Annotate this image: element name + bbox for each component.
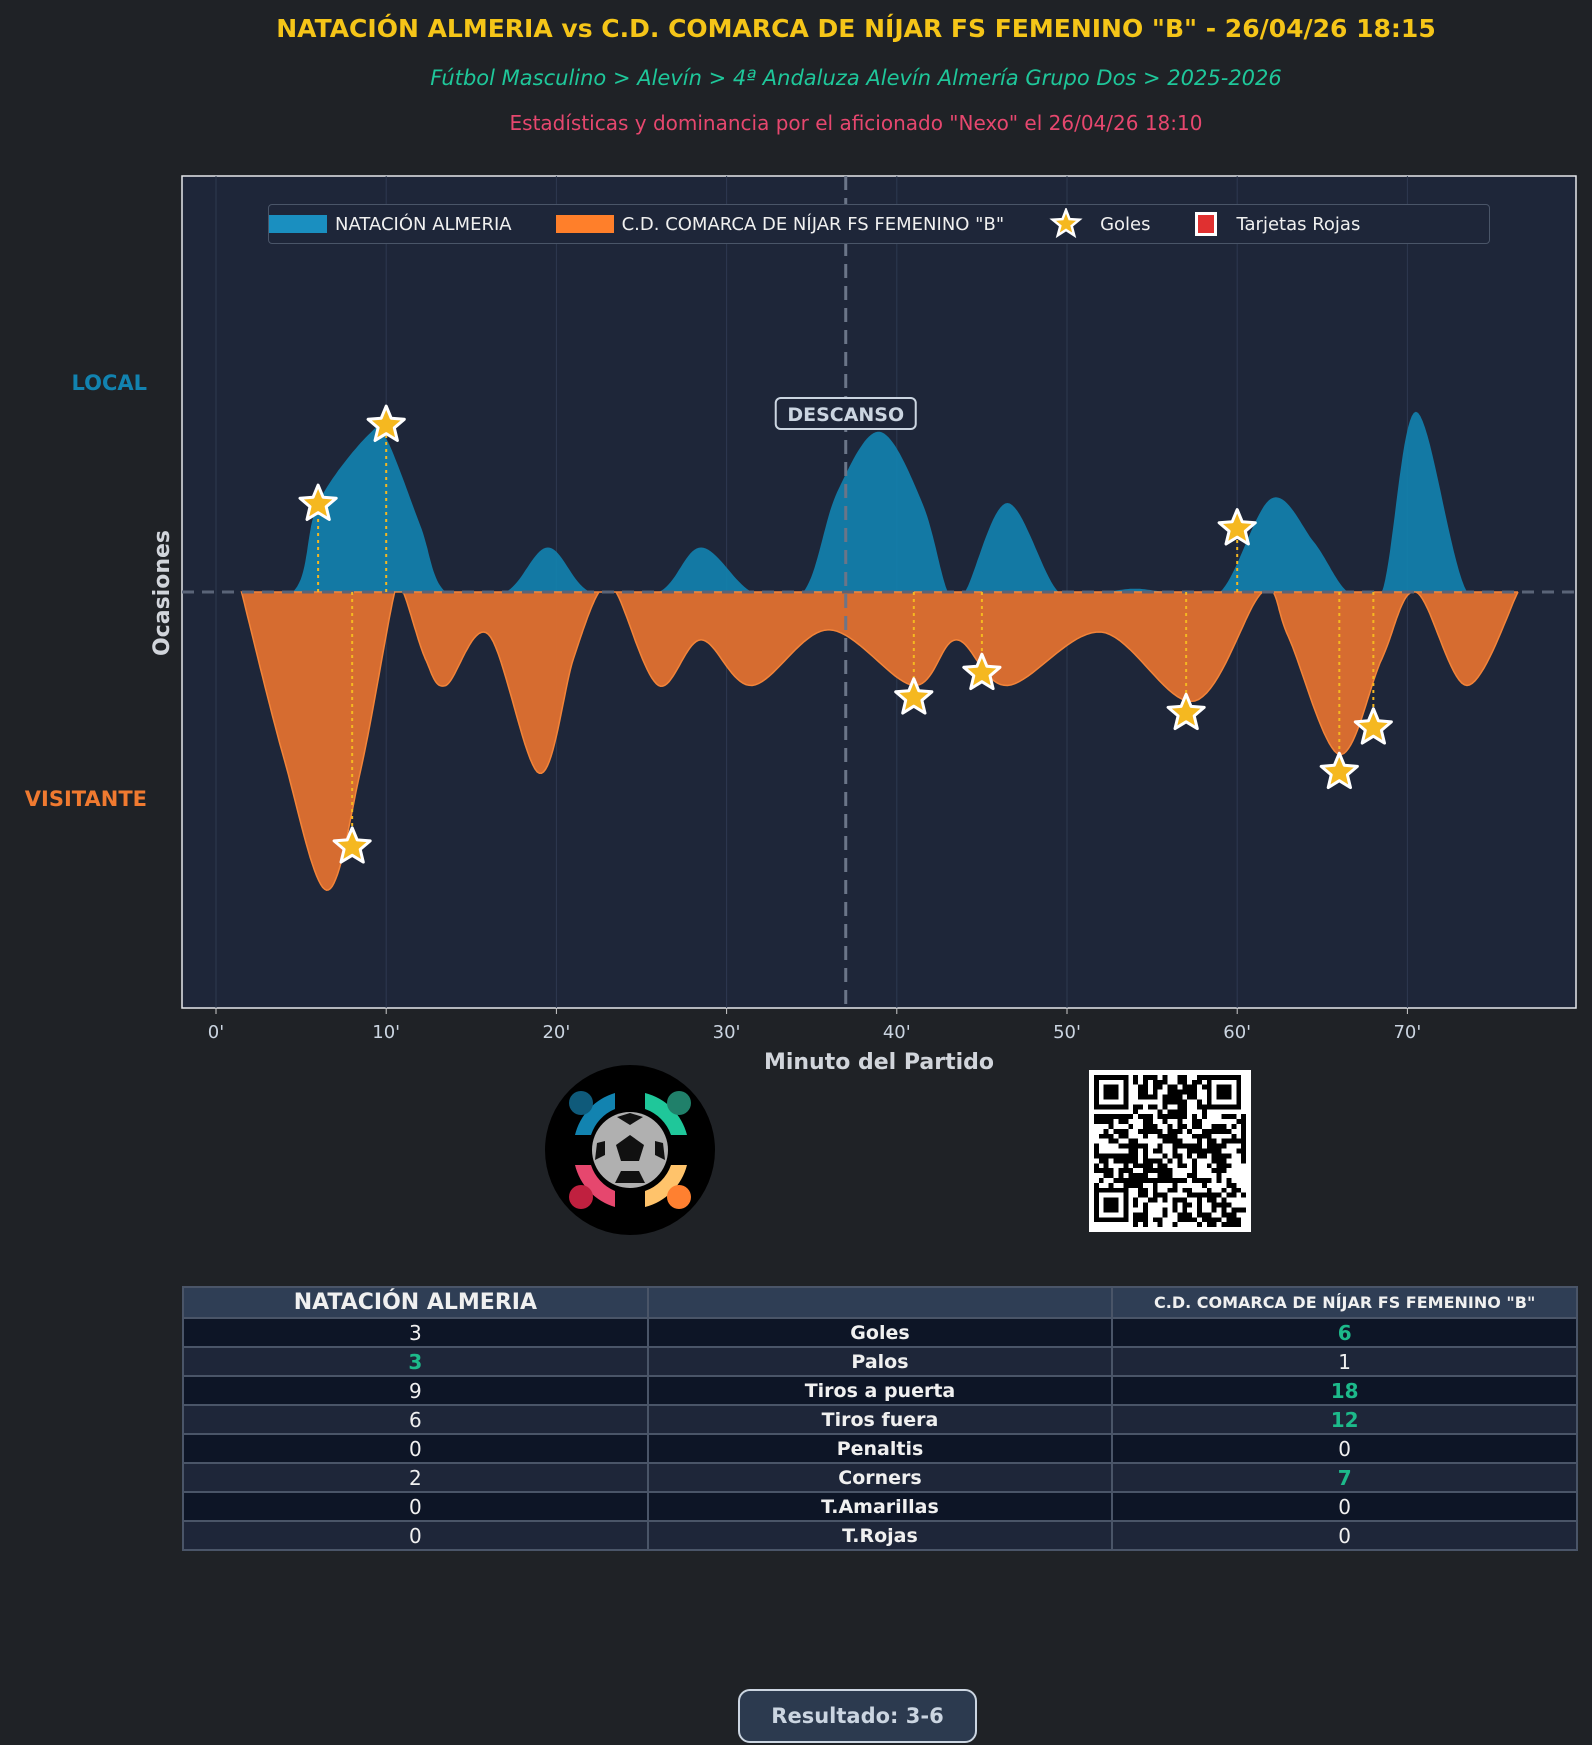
stat-header — [646, 1286, 1114, 1319]
stat-row: 6 Tiros fuera 12 — [182, 1404, 1578, 1435]
x-axis-label: Minuto del Partido — [764, 1050, 994, 1075]
away-value: 0 — [1111, 1433, 1578, 1464]
away-team-header: C.D. COMARCA DE NÍJAR FS FEMENINO "B" — [1111, 1286, 1578, 1319]
away-area — [240, 591, 1519, 891]
stat-row: 0 T.Rojas 0 — [182, 1520, 1578, 1551]
stat-row: 0 Penaltis 0 — [182, 1433, 1578, 1464]
home-value: 0 — [182, 1520, 649, 1551]
stat-label: T.Rojas — [646, 1520, 1114, 1551]
local-label: LOCAL — [71, 371, 147, 395]
goal-star-icon — [1353, 707, 1393, 745]
legend-red-cards: Tarjetas Rojas — [1194, 212, 1361, 236]
legend-home: NATACIÓN ALMERIA — [269, 214, 512, 235]
away-value: 1 — [1111, 1346, 1578, 1377]
match-title: NATACIÓN ALMERIA vs C.D. COMARCA DE NÍJA… — [276, 14, 1436, 43]
away-value: 0 — [1111, 1491, 1578, 1522]
legend-goals: Goles — [1048, 208, 1151, 240]
stat-label: Tiros a puerta — [646, 1375, 1114, 1406]
star-icon — [1049, 208, 1083, 239]
x-tick-label: 0' — [208, 1022, 224, 1043]
qr-code[interactable] — [1089, 1070, 1251, 1232]
legend-away-label: C.D. COMARCA DE NÍJAR FS FEMENINO "B" — [621, 213, 1005, 235]
home-value: 3 — [182, 1317, 649, 1348]
stat-row: 3 Goles 6 — [182, 1317, 1578, 1348]
home-value: 9 — [182, 1375, 649, 1406]
away-label: VISITANTE — [25, 787, 147, 811]
home-value: 0 — [182, 1491, 649, 1522]
goal-star-icon — [894, 677, 934, 715]
qr-modules — [1093, 1074, 1247, 1228]
goal-star-icon — [1319, 751, 1359, 790]
x-tick-label: 10' — [372, 1022, 400, 1043]
x-tick-label: 30' — [713, 1022, 741, 1043]
dominance-chart: DESCANSO 0' 10' 20' 30' 40' 50' 60' 70' LOCAL V… — [25, 175, 1577, 1075]
goal-star-icon — [298, 483, 338, 521]
home-swatch — [269, 215, 327, 233]
halftime-label: DESCANSO — [787, 404, 904, 426]
away-value: 0 — [1111, 1520, 1578, 1551]
stat-row: 9 Tiros a puerta 18 — [182, 1375, 1578, 1406]
away-swatch — [555, 215, 614, 233]
away-value: 18 — [1111, 1375, 1578, 1406]
legend-goals-label: Goles — [1100, 213, 1151, 235]
goal-star-icon — [1217, 508, 1257, 546]
home-team-header: NATACIÓN ALMERIA — [182, 1286, 649, 1319]
goal-star-icon — [332, 826, 372, 864]
home-area — [216, 411, 1519, 592]
result-badge: Resultado: 3-6 — [738, 1689, 977, 1743]
stat-label: Goles — [646, 1317, 1114, 1348]
halftime-box — [774, 397, 917, 430]
stat-label: Tiros fuera — [646, 1404, 1114, 1435]
legend-red-cards-label: Tarjetas Rojas — [1236, 213, 1361, 235]
red-card-icon — [1194, 212, 1217, 236]
legend-home-label: NATACIÓN ALMERIA — [335, 213, 512, 235]
home-value: 0 — [182, 1433, 649, 1464]
away-value: 7 — [1111, 1462, 1578, 1493]
stat-row: 0 T.Amarillas 0 — [182, 1491, 1578, 1522]
x-tick-label: 60' — [1223, 1022, 1251, 1043]
stat-label: Palos — [646, 1346, 1114, 1377]
app-logo — [545, 1065, 715, 1235]
goal-star-icon — [1166, 692, 1206, 731]
away-value: 6 — [1111, 1317, 1578, 1348]
x-tick-label: 50' — [1053, 1022, 1081, 1043]
y-axis-label: Ocasiones — [150, 530, 175, 656]
x-tick-label: 40' — [883, 1022, 911, 1043]
home-value: 3 — [182, 1346, 649, 1377]
stat-label: Penaltis — [646, 1433, 1114, 1464]
stat-label: T.Amarillas — [646, 1491, 1114, 1522]
away-value: 12 — [1111, 1404, 1578, 1435]
home-value: 6 — [182, 1404, 649, 1435]
chart-legend: NATACIÓN ALMERIA C.D. COMARCA DE NÍJAR F… — [268, 204, 1490, 244]
stat-label: Corners — [646, 1462, 1114, 1493]
legend-away: C.D. COMARCA DE NÍJAR FS FEMENINO "B" — [555, 213, 1005, 235]
credit-line: Estadísticas y dominancia por el aficion… — [509, 111, 1203, 135]
goal-star-icon — [366, 404, 406, 442]
home-value: 2 — [182, 1462, 649, 1493]
x-tick-label: 70' — [1393, 1022, 1421, 1043]
stat-row: 3 Palos 1 — [182, 1346, 1578, 1377]
x-tick-label: 20' — [542, 1022, 570, 1043]
competition-breadcrumb: Fútbol Masculino > Alevín > 4ª Andaluza … — [430, 66, 1282, 90]
stats-table: NATACIÓN ALMERIA C.D. COMARCA DE NÍJAR F… — [182, 1286, 1578, 1551]
goal-star-icon — [962, 652, 1002, 691]
stat-row: 2 Corners 7 — [182, 1462, 1578, 1493]
